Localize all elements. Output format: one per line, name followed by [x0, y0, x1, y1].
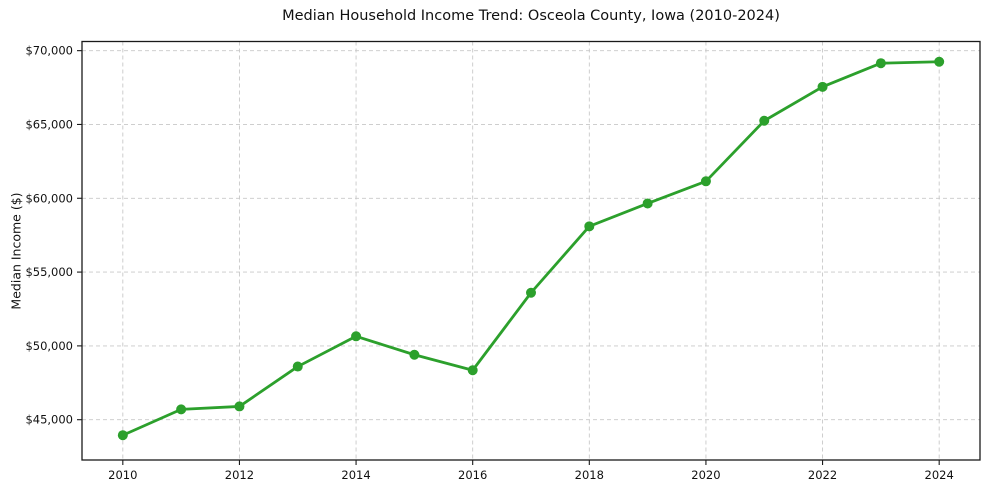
data-point-2021: [759, 115, 770, 126]
x-tick-label: 2012: [225, 468, 254, 482]
data-point-2016: [467, 365, 478, 376]
y-tick-label: $50,000: [25, 339, 73, 353]
data-point-2023: [875, 58, 886, 69]
data-point-2015: [409, 349, 420, 360]
data-point-2017: [526, 287, 536, 298]
trend-line: [121, 60, 941, 437]
x-tick-label: 2022: [808, 468, 837, 482]
data-point-2019: [642, 198, 653, 209]
x-tick-label: 2014: [341, 468, 370, 482]
data-point-2013: [292, 361, 303, 372]
data-point-2018: [584, 221, 595, 232]
plot-border: [81, 40, 981, 461]
x-tick-label: 2024: [925, 468, 954, 482]
y-tick-label: $70,000: [25, 44, 73, 58]
x-tick-label: 2018: [575, 468, 604, 482]
data-point-2011: [176, 404, 187, 415]
data-point-2014: [351, 331, 362, 342]
y-tick-label: $60,000: [25, 191, 73, 205]
y-tick-label: $55,000: [25, 265, 73, 279]
data-point-2012: [234, 401, 245, 412]
chart-title: Median Household Income Trend: Osceola C…: [282, 8, 780, 24]
x-tick-label: 2020: [691, 468, 720, 482]
x-tick-label: 2016: [458, 468, 487, 482]
data-point-2020: [700, 176, 711, 187]
y-tick-label: $45,000: [25, 413, 73, 427]
data-point-2010: [117, 430, 128, 441]
x-tick-label: 2010: [108, 468, 137, 482]
data-point-2022: [817, 81, 828, 92]
data-point-2024: [934, 56, 945, 67]
y-tick-label: $65,000: [25, 117, 73, 131]
